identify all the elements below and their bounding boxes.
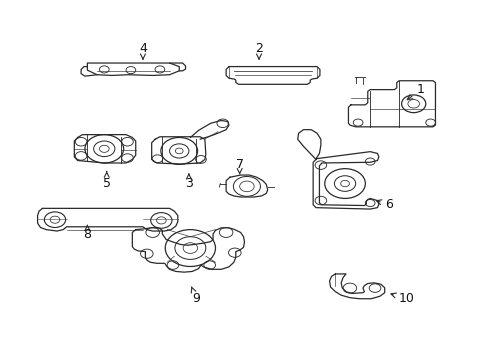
Text: 7: 7	[235, 158, 243, 174]
Text: 1: 1	[407, 83, 424, 100]
Text: 9: 9	[191, 287, 200, 305]
Text: 5: 5	[102, 171, 110, 190]
Text: 3: 3	[184, 174, 192, 190]
Text: 6: 6	[376, 198, 393, 211]
Text: 10: 10	[390, 292, 413, 305]
Text: 2: 2	[255, 42, 263, 59]
Text: 4: 4	[139, 42, 146, 59]
Text: 8: 8	[83, 225, 91, 242]
